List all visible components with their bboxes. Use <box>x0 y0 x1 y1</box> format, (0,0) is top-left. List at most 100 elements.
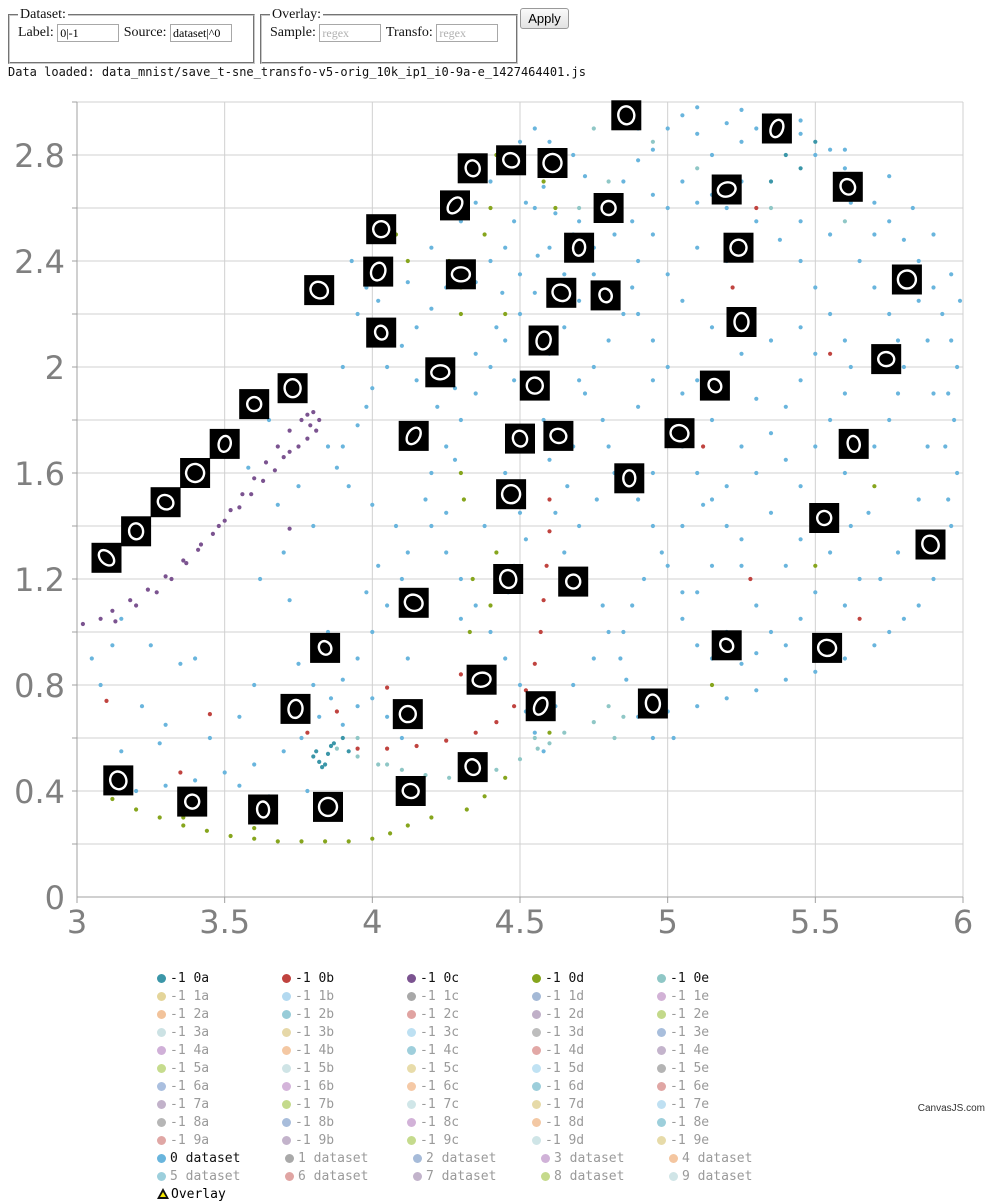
data-point[interactable] <box>444 444 449 449</box>
data-point[interactable] <box>370 836 375 841</box>
data-point[interactable] <box>777 237 783 242</box>
legend-item-overlay[interactable]: Overlay <box>157 1186 282 1204</box>
digit-thumbnail[interactable] <box>366 317 397 348</box>
legend-item[interactable]: -1 0b <box>282 970 407 988</box>
legend-item[interactable]: -1 3c <box>407 1024 532 1042</box>
data-point[interactable] <box>577 298 582 303</box>
data-point[interactable] <box>458 417 463 423</box>
label-filter-input[interactable] <box>57 24 120 42</box>
data-point[interactable] <box>503 338 508 343</box>
legend-item[interactable]: -1 4b <box>282 1042 407 1060</box>
data-point[interactable] <box>216 523 221 529</box>
digit-thumbnail[interactable] <box>277 373 308 404</box>
digit-thumbnail[interactable] <box>310 632 341 663</box>
data-point[interactable] <box>385 685 390 690</box>
legend-item[interactable]: -1 7e <box>657 1096 782 1114</box>
digit-thumbnail[interactable] <box>519 370 550 401</box>
data-point[interactable] <box>178 661 183 666</box>
data-point[interactable] <box>296 661 301 666</box>
data-point[interactable] <box>246 465 251 470</box>
data-point[interactable] <box>612 735 617 741</box>
data-point[interactable] <box>553 205 558 211</box>
data-point[interactable] <box>680 298 685 303</box>
data-point[interactable] <box>680 616 685 621</box>
data-point[interactable] <box>535 253 540 258</box>
data-point[interactable] <box>414 378 419 383</box>
data-point[interactable] <box>328 743 334 749</box>
legend-item[interactable]: -1 1b <box>282 988 407 1006</box>
digit-thumbnail[interactable] <box>711 630 742 661</box>
data-point[interactable] <box>709 497 715 502</box>
data-point[interactable] <box>547 741 552 746</box>
data-point[interactable] <box>925 444 930 449</box>
data-point[interactable] <box>813 139 818 144</box>
data-point[interactable] <box>258 576 263 582</box>
digit-thumbnail[interactable] <box>832 171 863 202</box>
data-point[interactable] <box>650 735 656 741</box>
legend-item[interactable]: 0 dataset <box>157 1150 285 1168</box>
data-point[interactable] <box>872 232 877 237</box>
data-point[interactable] <box>482 232 487 237</box>
digit-thumbnail[interactable] <box>398 420 429 451</box>
data-point[interactable] <box>671 735 676 741</box>
data-point[interactable] <box>317 417 322 423</box>
data-point[interactable] <box>946 391 951 396</box>
data-point[interactable] <box>399 735 404 741</box>
data-point[interactable] <box>577 205 582 211</box>
digit-thumbnail[interactable] <box>525 691 556 722</box>
data-point[interactable] <box>798 325 803 330</box>
digit-thumbnail[interactable] <box>838 428 869 459</box>
data-point[interactable] <box>842 656 848 661</box>
data-point[interactable] <box>813 563 818 568</box>
data-point[interactable] <box>872 200 877 205</box>
data-point[interactable] <box>272 468 277 473</box>
data-point[interactable] <box>414 743 419 749</box>
data-point[interactable] <box>565 484 570 489</box>
data-point[interactable] <box>724 205 729 211</box>
digit-thumbnail[interactable] <box>425 357 456 388</box>
data-point[interactable] <box>405 280 410 285</box>
digit-thumbnail[interactable] <box>121 516 152 547</box>
data-point[interactable] <box>314 749 319 754</box>
data-point[interactable] <box>328 696 334 701</box>
data-point[interactable] <box>547 529 552 534</box>
data-point[interactable] <box>562 272 567 277</box>
data-point[interactable] <box>473 603 478 608</box>
data-point[interactable] <box>494 325 499 330</box>
data-point[interactable] <box>429 245 434 250</box>
data-point[interactable] <box>813 669 818 674</box>
legend-item[interactable]: -1 3b <box>282 1024 407 1042</box>
data-point[interactable] <box>325 444 331 449</box>
data-point[interactable] <box>768 179 774 184</box>
data-point[interactable] <box>119 749 124 754</box>
data-point[interactable] <box>562 325 567 330</box>
data-point[interactable] <box>399 767 404 772</box>
data-point[interactable] <box>577 378 582 383</box>
legend-item[interactable]: -1 5c <box>407 1060 532 1078</box>
data-point[interactable] <box>857 576 862 582</box>
data-point[interactable] <box>511 704 517 709</box>
data-point[interactable] <box>287 428 292 433</box>
data-point[interactable] <box>464 807 469 812</box>
legend-item[interactable]: -1 8d <box>532 1114 657 1132</box>
data-point[interactable] <box>517 757 523 762</box>
data-point[interactable] <box>949 523 954 529</box>
data-point[interactable] <box>541 184 546 189</box>
data-point[interactable] <box>630 285 635 290</box>
data-point[interactable] <box>544 563 549 568</box>
data-point[interactable] <box>828 550 833 555</box>
data-point[interactable] <box>128 598 133 603</box>
digit-thumbnail[interactable] <box>177 786 208 817</box>
legend-item[interactable]: -1 6c <box>407 1078 532 1096</box>
data-point[interactable] <box>488 179 493 184</box>
digit-thumbnail[interactable] <box>611 100 642 131</box>
data-point[interactable] <box>739 351 744 356</box>
data-point[interactable] <box>916 603 921 608</box>
data-point[interactable] <box>370 502 375 507</box>
data-point[interactable] <box>650 139 656 144</box>
data-point[interactable] <box>393 523 399 529</box>
legend-item[interactable]: -1 3e <box>657 1024 782 1042</box>
data-point[interactable] <box>798 616 803 621</box>
data-point[interactable] <box>547 245 552 250</box>
data-point[interactable] <box>724 484 729 489</box>
